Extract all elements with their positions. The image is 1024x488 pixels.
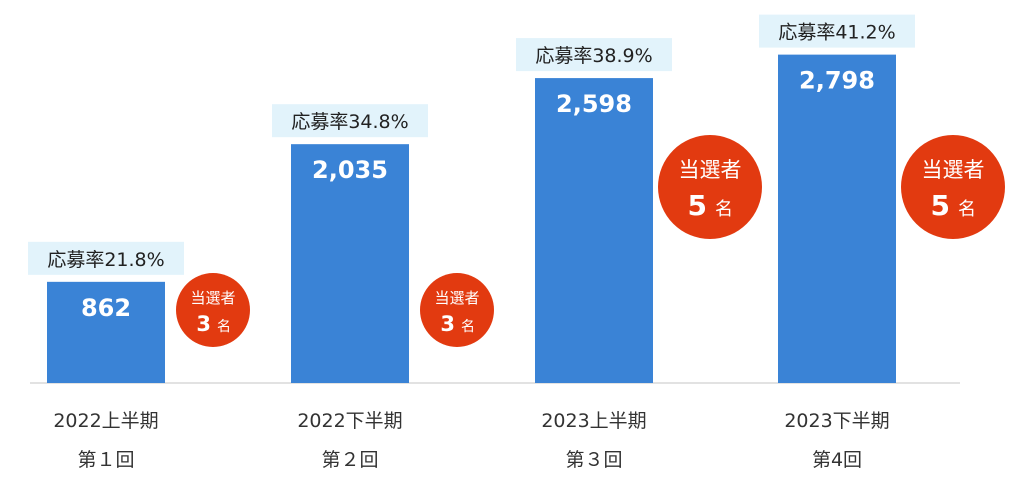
x-tick-label-3: 2023上半期 xyxy=(541,410,646,432)
bar-3 xyxy=(535,78,653,384)
winners-badge-1 xyxy=(176,273,250,347)
winners-badge-label-3: 当選者 xyxy=(679,158,742,182)
bar-value-label-3: 2,598 xyxy=(556,90,632,118)
rate-label-2: 応募率34.8% xyxy=(291,111,408,133)
winners-badge-unit-2: 名 xyxy=(461,319,475,335)
winners-badge-count-1: 3 xyxy=(196,312,211,336)
rate-label-3: 応募率38.9% xyxy=(535,45,652,67)
x-tick-sublabel-1: 第１回 xyxy=(77,449,134,471)
winners-badge-unit-3: 名 xyxy=(715,199,733,220)
bar-value-label-4: 2,798 xyxy=(799,67,875,95)
winners-badge-unit-4: 名 xyxy=(958,199,976,220)
x-tick-label-4: 2023下半期 xyxy=(784,410,889,432)
winners-badge-label-2: 当選者 xyxy=(434,289,479,307)
x-tick-label-1: 2022上半期 xyxy=(53,410,158,432)
x-tick-sublabel-4: 第4回 xyxy=(812,449,862,471)
rate-label-4: 応募率41.2% xyxy=(778,22,895,44)
rate-label-box-4 xyxy=(759,14,915,48)
bar-2 xyxy=(291,144,409,383)
winners-badge-count-3: 5 xyxy=(688,189,707,222)
winners-badge-4 xyxy=(901,135,1005,239)
winners-badge-count-4: 5 xyxy=(931,189,950,222)
winners-badge-label-1: 当選者 xyxy=(190,289,235,307)
rate-label-box-2 xyxy=(272,104,428,138)
rate-label-1: 応募率21.8% xyxy=(47,249,164,271)
bar-value-label-1: 862 xyxy=(81,294,131,322)
rate-label-box-1 xyxy=(28,241,184,275)
bar-4 xyxy=(778,54,896,384)
x-tick-sublabel-2: 第２回 xyxy=(321,449,378,471)
winners-badge-count-2: 3 xyxy=(440,312,455,336)
x-tick-label-2: 2022下半期 xyxy=(297,410,402,432)
rate-label-box-3 xyxy=(516,38,672,72)
winners-badge-label-4: 当選者 xyxy=(922,158,985,182)
bar-value-label-2: 2,035 xyxy=(312,156,388,184)
winners-badge-2 xyxy=(420,273,494,347)
bar-1 xyxy=(47,281,165,383)
winners-badge-unit-1: 名 xyxy=(217,319,231,335)
x-tick-sublabel-3: 第３回 xyxy=(565,449,622,471)
winners-badge-3 xyxy=(658,135,762,239)
